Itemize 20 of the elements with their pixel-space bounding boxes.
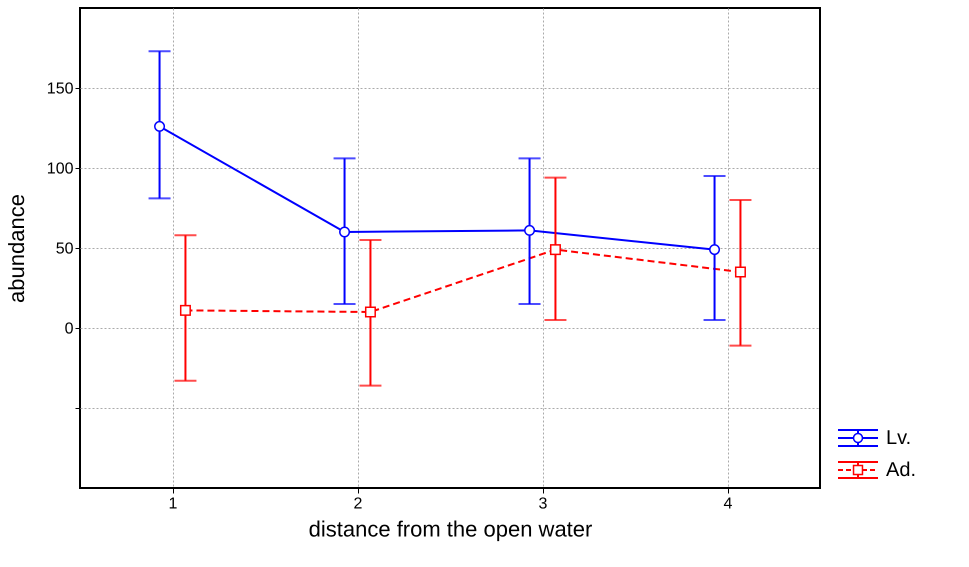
point bbox=[734, 266, 746, 278]
y-axis-title: abundance bbox=[4, 194, 29, 303]
point bbox=[364, 306, 376, 318]
y-tick-label: 50 bbox=[56, 240, 74, 258]
point bbox=[180, 304, 191, 316]
point bbox=[339, 226, 350, 238]
x-tick-label: 4 bbox=[724, 496, 733, 512]
legend-label: Lv. bbox=[886, 427, 912, 449]
point bbox=[154, 120, 166, 132]
x-axis-title: distance from the open water bbox=[308, 516, 592, 542]
x-tick-label: 3 bbox=[538, 496, 548, 512]
point bbox=[524, 224, 536, 236]
x-tick-label: 1 bbox=[168, 496, 178, 512]
y-tick-label: 0 bbox=[64, 320, 74, 338]
x-tick-label: 2 bbox=[354, 496, 363, 512]
point bbox=[709, 244, 720, 256]
y-tick-label: 100 bbox=[46, 160, 74, 178]
legend-label: Ad. bbox=[886, 459, 916, 481]
y-tick-label: 150 bbox=[46, 80, 74, 98]
point bbox=[550, 244, 561, 256]
